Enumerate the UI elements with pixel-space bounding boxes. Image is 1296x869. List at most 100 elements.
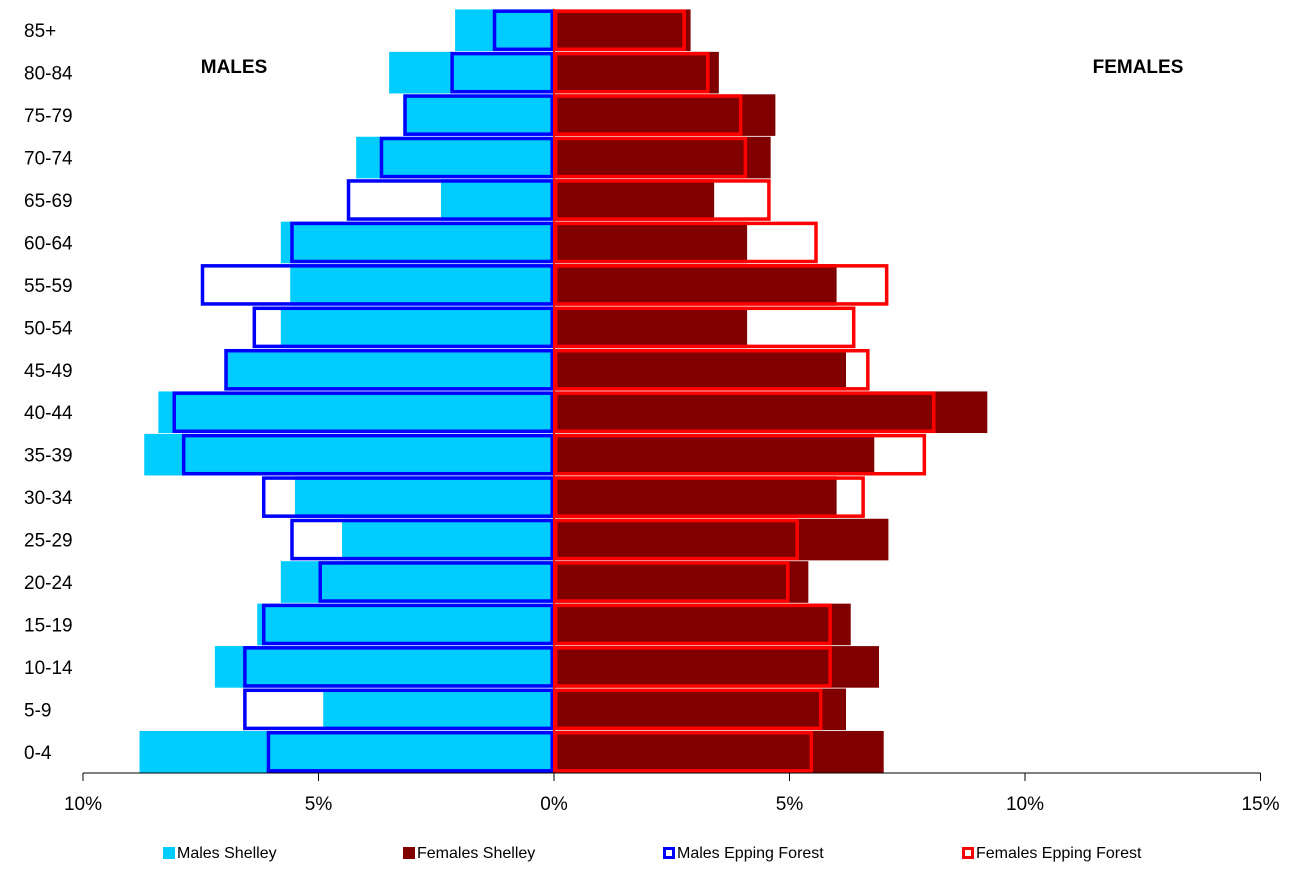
- bar-females-epping-forest-25-29: [554, 518, 799, 561]
- bar-males-shelley-25-29: [342, 518, 554, 561]
- bar-males-shelley-20-24: [280, 561, 554, 603]
- x-tick-label: 5%: [776, 794, 804, 815]
- category-label-70-74: 70-74: [24, 149, 73, 170]
- bar-males-epping-forest-5-9: [243, 688, 554, 731]
- bar-males-shelley-45-49: [224, 348, 555, 391]
- bar-females-epping-forest-80-84: [554, 51, 710, 94]
- category-label-15-19: 15-19: [24, 615, 73, 636]
- legend: Males Shelley Females Shelley Males Epping…: [163, 845, 1142, 862]
- bar-females-epping-forest-55-59: [554, 264, 889, 306]
- bar-females-epping-forest-45-49: [554, 348, 870, 391]
- bar-males-shelley-0-4: [139, 730, 554, 773]
- category-label-5-9: 5-9: [24, 700, 51, 721]
- outline-bars: [172, 9, 936, 773]
- filled-bars: [139, 9, 988, 773]
- bar-males-shelley-5-9: [323, 688, 554, 731]
- category-label-80-84: 80-84: [24, 64, 73, 85]
- bar-males-epping-forest-65-69: [346, 179, 555, 221]
- bar-males-shelley-10-14: [214, 646, 554, 688]
- bar-females-shelley-85: [554, 9, 691, 52]
- females-side-label: FEMALES: [1093, 57, 1184, 78]
- bar-females-epping-forest-30-34: [554, 476, 865, 518]
- x-tick-label: 10%: [1006, 794, 1044, 815]
- bar-females-shelley-20-24: [554, 561, 809, 603]
- legend-label-females-epping-forest: Females Epping Forest: [976, 845, 1142, 862]
- bar-females-epping-forest-15-19: [554, 603, 832, 646]
- legend-swatch-females-epping-forest: [962, 847, 974, 859]
- bar-females-epping-forest-70-74: [554, 136, 748, 179]
- legend-swatch-males-epping-forest: [663, 847, 675, 859]
- bar-males-epping-forest-85: [492, 9, 554, 52]
- legend-label-females-shelley: Females Shelley: [417, 845, 535, 862]
- bar-males-epping-forest-60-64: [290, 221, 554, 264]
- category-label-55-59: 55-59: [24, 276, 73, 297]
- bar-females-shelley-55-59: [554, 264, 837, 306]
- bar-females-epping-forest-40-44: [554, 391, 936, 434]
- bar-females-shelley-65-69: [554, 179, 715, 221]
- bar-males-epping-forest-0-4: [266, 730, 554, 773]
- bar-males-shelley-80-84: [389, 51, 554, 94]
- bar-males-shelley-55-59: [290, 264, 554, 306]
- bar-males-shelley-75-79: [403, 94, 554, 136]
- bar-females-shelley-50-54: [554, 306, 748, 349]
- bar-females-shelley-70-74: [554, 136, 771, 179]
- bar-males-epping-forest-30-34: [261, 476, 554, 518]
- bar-females-epping-forest-20-24: [554, 561, 790, 603]
- bar-females-shelley-0-4: [554, 730, 884, 773]
- x-tick-label: 15%: [1241, 794, 1279, 815]
- bar-males-epping-forest-10-14: [243, 646, 554, 688]
- bar-females-shelley-60-64: [554, 221, 748, 264]
- category-label-25-29: 25-29: [24, 531, 73, 552]
- bar-females-epping-forest-0-4: [554, 730, 814, 773]
- bar-males-shelley-65-69: [440, 179, 554, 221]
- category-label-65-69: 65-69: [24, 191, 73, 212]
- bar-males-epping-forest-50-54: [252, 306, 554, 349]
- x-tick-label: 0%: [540, 794, 568, 815]
- y-axis-categories: 0-4 5-9 10-14 15-19 20-24 25-29 30-34 35-39 40-4…: [24, 21, 73, 764]
- bar-males-epping-forest-40-44: [172, 391, 555, 434]
- bar-males-shelley-70-74: [356, 136, 554, 179]
- category-label-10-14: 10-14: [24, 658, 73, 679]
- bar-females-shelley-25-29: [554, 518, 889, 561]
- bar-males-epping-forest-15-19: [261, 603, 554, 646]
- bar-males-epping-forest-35-39: [181, 433, 554, 476]
- bar-males-shelley-35-39: [144, 433, 555, 476]
- bar-females-epping-forest-65-69: [554, 179, 771, 221]
- bar-males-shelley-50-54: [280, 306, 554, 349]
- category-label-60-64: 60-64: [24, 233, 73, 254]
- bar-males-epping-forest-80-84: [450, 51, 555, 94]
- bar-males-epping-forest-75-79: [403, 94, 554, 136]
- x-axis: 10% 5% 0% 5% 10% 15%: [64, 772, 1280, 815]
- bar-males-shelley-60-64: [280, 221, 554, 264]
- bar-females-epping-forest-10-14: [554, 646, 832, 688]
- bar-females-shelley-45-49: [554, 348, 847, 391]
- bar-females-epping-forest-60-64: [554, 221, 818, 264]
- category-label-75-79: 75-79: [24, 106, 73, 127]
- x-tick-label: 5%: [305, 794, 333, 815]
- category-label-85: 85+: [24, 21, 56, 42]
- bar-males-epping-forest-55-59: [200, 264, 554, 306]
- bar-females-epping-forest-85: [554, 9, 686, 52]
- legend-swatch-males-shelley: [163, 847, 175, 859]
- category-label-45-49: 45-49: [24, 361, 73, 382]
- bar-males-epping-forest-70-74: [379, 136, 555, 179]
- legend-label-males-shelley: Males Shelley: [177, 845, 277, 862]
- bar-females-shelley-40-44: [554, 391, 988, 434]
- bar-females-shelley-10-14: [554, 646, 879, 688]
- bar-males-shelley-30-34: [294, 476, 554, 518]
- category-label-35-39: 35-39: [24, 446, 73, 467]
- category-label-40-44: 40-44: [24, 403, 73, 424]
- category-label-50-54: 50-54: [24, 318, 73, 339]
- bar-males-epping-forest-20-24: [318, 561, 554, 603]
- bar-females-shelley-30-34: [554, 476, 837, 518]
- bar-females-epping-forest-50-54: [554, 306, 856, 349]
- bar-females-shelley-15-19: [554, 603, 851, 646]
- bar-females-epping-forest-35-39: [554, 433, 927, 476]
- legend-swatch-females-shelley: [403, 847, 415, 859]
- category-label-0-4: 0-4: [24, 743, 52, 764]
- bar-females-shelley-5-9: [554, 688, 847, 731]
- bar-males-epping-forest-25-29: [290, 518, 554, 561]
- bar-males-shelley-85: [455, 9, 554, 52]
- bar-females-epping-forest-5-9: [554, 688, 823, 731]
